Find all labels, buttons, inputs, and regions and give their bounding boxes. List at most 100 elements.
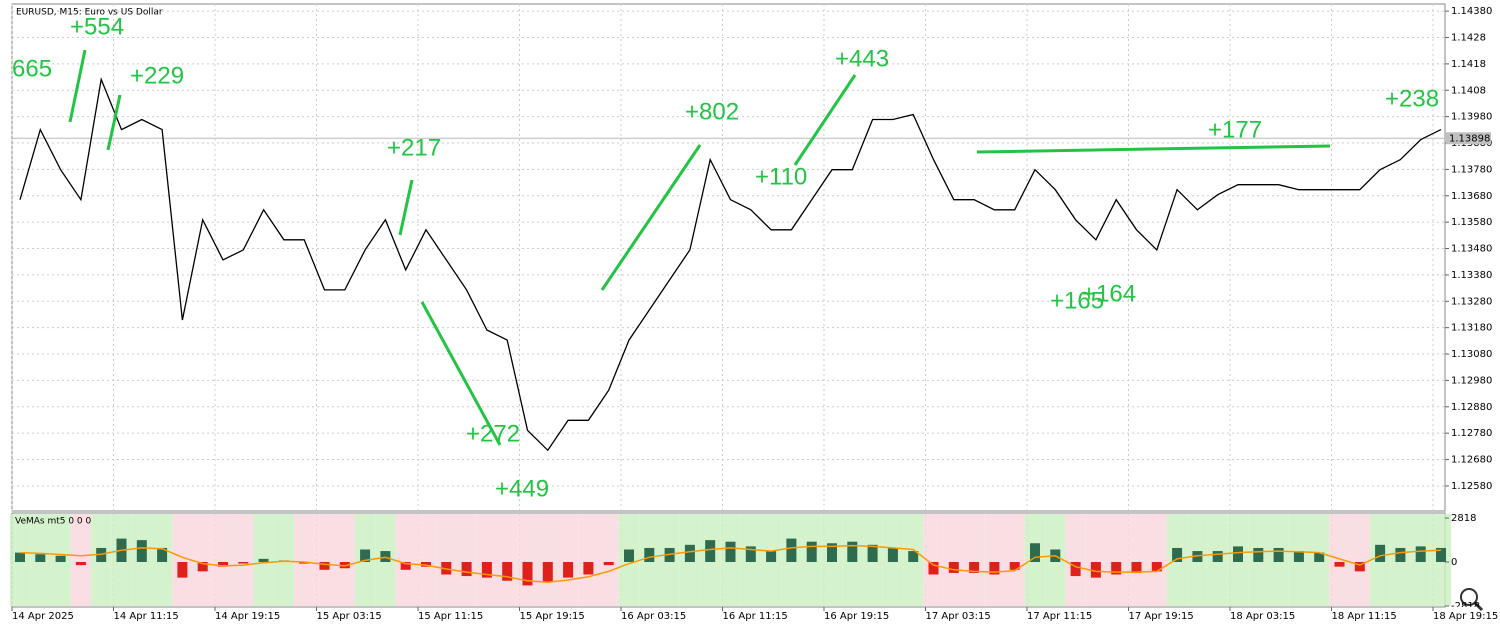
indicator-bar: [421, 561, 431, 567]
indicator-bar: [542, 561, 553, 583]
x-tick-label: 15 Apr 03:15: [317, 611, 382, 622]
indicator-bar: [35, 554, 46, 562]
indicator-bar: [766, 551, 777, 562]
indicator-shade: [172, 514, 193, 606]
y-tick-label: 1.12780: [1451, 428, 1492, 439]
indicator-shade: [943, 514, 964, 606]
indicator-bar: [867, 544, 878, 562]
indicator-shade: [557, 514, 579, 606]
indicator-bar: [1293, 551, 1304, 562]
x-tick-label: 18 Apr 11:15: [1332, 611, 1397, 622]
indicator-bar: [1090, 561, 1101, 578]
indicator-shade: [1349, 514, 1370, 606]
indicator-bar: [1334, 561, 1345, 567]
y-tick-label: 1.13080: [1451, 349, 1492, 360]
indicator-bar: [1253, 547, 1264, 562]
current-price-box: [1446, 132, 1491, 145]
y-tick-label: 1.12580: [1451, 481, 1492, 492]
annotation: +110: [755, 163, 807, 190]
zoom-icon[interactable]: [1460, 588, 1484, 612]
indicator-shade: [984, 514, 1005, 606]
annotation: +443: [835, 45, 889, 72]
annotation: +272: [466, 420, 520, 447]
indicator-shade: [578, 514, 599, 606]
indicator-bar: [258, 558, 269, 562]
indicator-bar: [1395, 547, 1406, 562]
indicator-bar: [157, 547, 168, 562]
indicator-bar: [847, 541, 858, 562]
y-tick-label: 0: [1451, 557, 1457, 568]
y-tick-label: 1.13580: [1451, 217, 1492, 228]
indicator-bar: [624, 549, 634, 562]
indicator-shade: [273, 514, 295, 606]
indicator-bar: [1415, 546, 1426, 562]
annotation: +165: [1050, 287, 1104, 314]
indicator-bar: [218, 561, 228, 567]
indicator-shade: [1146, 514, 1167, 606]
indicator-bar: [1212, 551, 1223, 562]
x-tick-label: 17 Apr 19:15: [1129, 611, 1194, 622]
indicator-shade: [436, 514, 457, 606]
price-line: [19, 77, 1442, 452]
indicator-bar: [745, 546, 756, 562]
y-tick-label: 1.13380: [1451, 270, 1492, 281]
arrow: [976, 144, 1331, 154]
indicator-shade: [233, 514, 254, 606]
indicator-shade: [517, 514, 538, 606]
arrow: [68, 49, 87, 123]
arrow: [398, 179, 414, 236]
signal-line: [19, 544, 1442, 584]
indicator-bar: [684, 544, 695, 562]
y-tick-label: 1.13680: [1451, 191, 1492, 202]
indicator-bar: [644, 547, 655, 562]
indicator-bar: [299, 561, 310, 564]
indicator-shade: [70, 514, 92, 606]
y-tick-label: 1.12880: [1451, 402, 1492, 413]
arrows: [68, 49, 1331, 446]
annotation: +449: [495, 475, 549, 502]
indicator-bar: [1151, 561, 1162, 572]
x-tick-label: 17 Apr 03:15: [926, 611, 991, 622]
annotation: +802: [685, 98, 739, 125]
main-frame: [11, 3, 1446, 512]
indicator-shade: [294, 514, 315, 606]
indicator-shade: [415, 514, 437, 606]
indicator-bar: [725, 541, 736, 562]
x-tick-label: 14 Apr 2025: [12, 611, 74, 622]
indicator-shade: [1085, 514, 1107, 606]
indicator-shade: [497, 514, 518, 606]
indicator-bar: [522, 561, 533, 586]
x-tick-label: 16 Apr 03:15: [621, 611, 686, 622]
indicator-bar: [481, 561, 492, 578]
indicator-bar: [806, 541, 817, 562]
indicator-bar: [461, 561, 472, 577]
annotation: 665: [12, 55, 52, 82]
y-tick-label: 1.1408: [1451, 85, 1486, 96]
indicator-bar: [1009, 561, 1020, 570]
x-tick-label: 15 Apr 19:15: [520, 611, 585, 622]
indicator-shade: [395, 514, 416, 606]
indicator-bar: [1233, 546, 1243, 562]
indicator-shade: [314, 514, 335, 606]
arrow: [420, 301, 502, 446]
current-price-label: 1.13898: [1449, 133, 1490, 144]
indicator-bar: [786, 538, 797, 562]
x-tick-label: 18 Apr 19:15: [1433, 611, 1498, 622]
y-tick-label: 1.12980: [1451, 375, 1492, 386]
y-tick-label: 1.13480: [1451, 244, 1492, 255]
indicator-bar: [238, 561, 249, 564]
indicator-bar: [339, 561, 350, 569]
indicator-shade: [1329, 514, 1350, 606]
indicator-bar: [96, 547, 107, 562]
y-tick-label: 1.12680: [1451, 455, 1492, 466]
indicator-bar: [15, 552, 25, 562]
annotation: +164: [1082, 280, 1136, 307]
indicator-shade: [1126, 514, 1147, 606]
indicator-bar: [603, 561, 614, 566]
indicator-bar: [583, 561, 594, 575]
arrow: [793, 74, 857, 166]
indicator-bar: [1172, 547, 1183, 562]
indicator-shade: [456, 514, 477, 606]
annotation: +229: [130, 62, 184, 89]
